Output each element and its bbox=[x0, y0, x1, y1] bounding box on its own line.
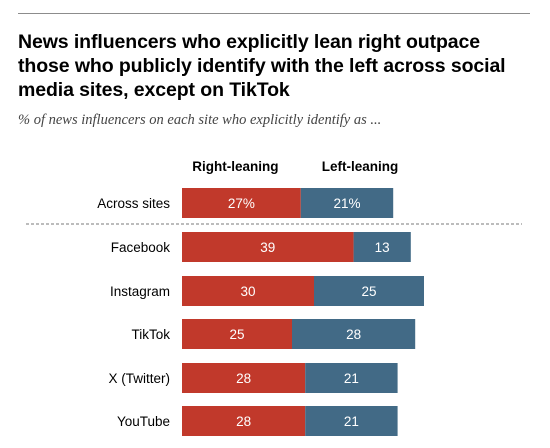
bar-right-across-sites bbox=[182, 188, 301, 218]
value-label-right-tiktok: 25 bbox=[229, 327, 244, 342]
bar-left-tiktok bbox=[292, 319, 416, 349]
category-label-youtube: YouTube bbox=[117, 414, 170, 429]
top-rule bbox=[18, 13, 530, 14]
value-label-left-youtube: 21 bbox=[344, 414, 359, 429]
bar-left-instagram bbox=[314, 276, 424, 306]
value-label-right-facebook: 39 bbox=[260, 240, 275, 255]
category-label-facebook: Facebook bbox=[111, 240, 171, 255]
chart-subtitle: % of news influencers on each site who e… bbox=[18, 112, 382, 128]
value-label-left-instagram: 25 bbox=[361, 284, 376, 299]
value-label-left-x-twitter: 21 bbox=[344, 371, 359, 386]
category-label-instagram: Instagram bbox=[110, 284, 170, 299]
value-label-right-youtube: 28 bbox=[236, 414, 251, 429]
value-label-left-tiktok: 28 bbox=[346, 327, 361, 342]
category-label-across-sites: Across sites bbox=[97, 196, 170, 211]
bar-left-x-twitter bbox=[305, 363, 398, 393]
bar-left-facebook bbox=[353, 232, 411, 262]
category-label-tiktok: TikTok bbox=[131, 327, 170, 342]
value-label-left-facebook: 13 bbox=[375, 240, 390, 255]
bar-right-tiktok bbox=[182, 319, 292, 349]
bar-left-across-sites bbox=[300, 188, 394, 218]
legend-left-leaning: Left-leaning bbox=[322, 159, 399, 174]
bar-right-x-twitter bbox=[182, 363, 306, 393]
bar-left-youtube bbox=[305, 406, 398, 436]
value-label-right-x-twitter: 28 bbox=[236, 371, 251, 386]
bar-right-facebook bbox=[182, 232, 354, 262]
value-label-right-across-sites: 27% bbox=[228, 196, 255, 211]
value-label-left-across-sites: 21% bbox=[333, 196, 360, 211]
legend-right-leaning: Right-leaning bbox=[192, 159, 278, 174]
value-label-right-instagram: 30 bbox=[240, 284, 255, 299]
bar-right-youtube bbox=[182, 406, 306, 436]
bar-right-instagram bbox=[182, 276, 314, 306]
category-label-x-twitter: X (Twitter) bbox=[108, 371, 170, 386]
chart-title: News influencers who explicitly lean rig… bbox=[18, 31, 506, 101]
